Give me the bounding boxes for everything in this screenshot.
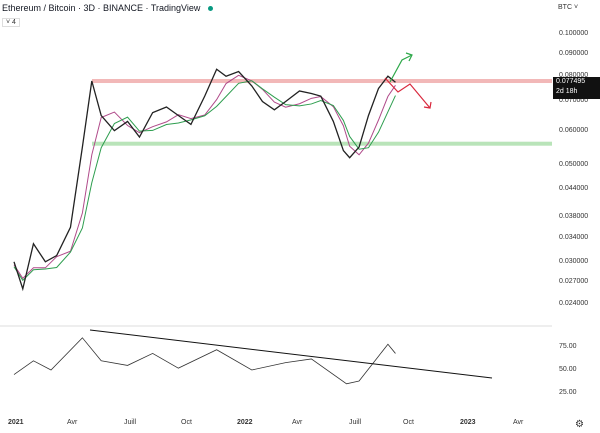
- price-tick: 0.038000: [559, 213, 589, 221]
- price-tick: 0.090000: [559, 49, 589, 57]
- indicator-toggle[interactable]: ˅ 4: [2, 18, 20, 27]
- last-price: 0.077495: [556, 78, 586, 85]
- price-tick: 0.034000: [559, 234, 589, 242]
- price-line: [13, 68, 396, 292]
- rsi-tick: 50.00: [559, 366, 577, 373]
- time-tick: Avr: [513, 419, 524, 426]
- settings-gear-icon[interactable]: ⚙: [575, 419, 584, 430]
- rsi-tick: 75.00: [559, 343, 577, 350]
- price-tick: 0.070000: [559, 97, 589, 105]
- ma-purple-line: [13, 74, 396, 280]
- price-tick: 0.027000: [559, 277, 589, 285]
- currency-menu[interactable]: BTC ˅: [558, 4, 579, 11]
- time-tick: Oct: [403, 419, 414, 426]
- price-tick: 0.080000: [559, 72, 589, 80]
- rsi-trendline: [89, 329, 493, 379]
- price-tick: 0.100000: [559, 30, 589, 37]
- time-tick: Juill: [124, 419, 137, 426]
- price-tick: 0.060000: [559, 126, 589, 134]
- time-tick: 2022: [237, 419, 253, 426]
- ma-green-line: [13, 80, 396, 282]
- market-status-dot: [208, 6, 214, 12]
- price-tick: 0.050000: [559, 161, 589, 169]
- symbol-title: Ethereum / Bitcoin · 3D · BINANCE · Trad…: [2, 3, 201, 13]
- time-tick: Avr: [67, 419, 78, 426]
- time-tick: 2023: [460, 419, 476, 426]
- time-tick: Juill: [349, 419, 362, 426]
- rsi-tick: 25.00: [559, 389, 577, 396]
- chart-title: Ethereum / Bitcoin · 3D · BINANCE · Trad…: [2, 3, 214, 13]
- rsi-line: [13, 337, 396, 385]
- arrow-down-head: [423, 101, 432, 109]
- currency-label: BTC: [558, 4, 572, 11]
- arrow-down: [384, 77, 431, 109]
- time-tick: Oct: [181, 419, 192, 426]
- indicator-count: 4: [12, 19, 16, 26]
- arrow-up-head: [405, 52, 413, 62]
- resistance-zone: [92, 79, 552, 84]
- arrow-up: [389, 54, 413, 83]
- price-tag: 0.077495 2d 18h: [553, 77, 600, 99]
- price-tick: 0.024000: [559, 300, 589, 307]
- price-tick: 0.044000: [559, 185, 589, 193]
- time-tick: Avr: [292, 419, 303, 426]
- support-zone: [92, 141, 552, 146]
- price-tick: 0.030000: [559, 257, 589, 265]
- time-tick: 2021: [8, 419, 24, 426]
- bar-countdown: 2d 18h: [556, 88, 578, 95]
